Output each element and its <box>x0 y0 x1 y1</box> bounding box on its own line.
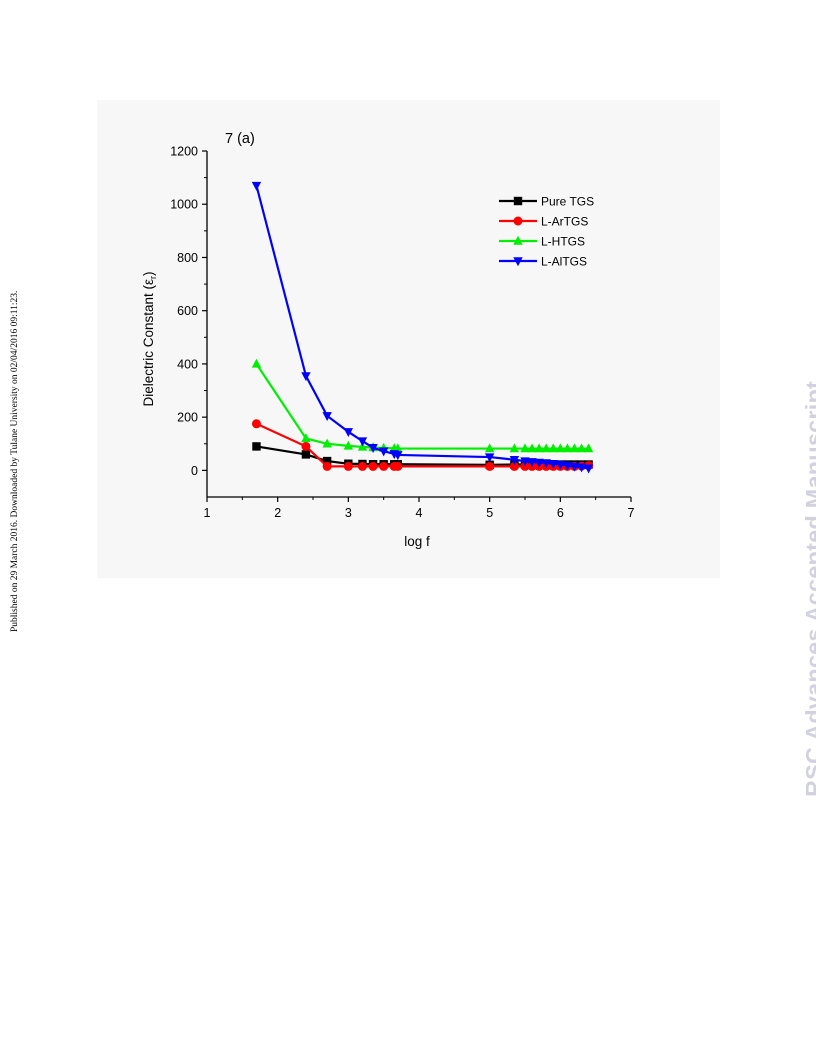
data-point <box>527 443 537 453</box>
publication-note-text: Published on 29 March 2016. Downloaded b… <box>10 290 20 632</box>
data-point <box>322 461 332 471</box>
data-point <box>378 447 389 457</box>
data-point <box>484 443 495 453</box>
x-axis-title: log f <box>404 534 430 549</box>
legend-label: L-HTGS <box>541 235 585 249</box>
data-point <box>513 216 523 226</box>
data-point <box>322 456 332 466</box>
data-point <box>509 443 520 453</box>
data-point <box>251 181 262 191</box>
data-point <box>301 372 311 382</box>
data-point <box>301 450 311 459</box>
y-tick-label: 200 <box>177 411 198 425</box>
x-tick-label: 3 <box>345 506 352 520</box>
dielectric-chart: 0 200 400 600 800 1000 1200 1 2 3 4 5 6 7 Pure TGS L-A… <box>97 100 720 578</box>
y-tick-label: 800 <box>177 251 198 265</box>
data-point <box>534 443 544 453</box>
series-l-htgs <box>251 358 594 453</box>
publication-note: Published on 29 March 2016. Downloaded b… <box>6 250 20 650</box>
data-point <box>562 443 573 453</box>
data-point <box>541 459 551 469</box>
data-point <box>301 433 311 443</box>
y-tick-label: 0 <box>191 464 198 478</box>
y-tick-label: 1200 <box>170 145 198 159</box>
data-point <box>322 412 332 422</box>
y-tick-label: 1000 <box>170 198 198 212</box>
x-tick-label: 7 <box>628 506 635 520</box>
data-point <box>393 461 403 471</box>
legend-item: L-HTGS <box>499 235 585 249</box>
x-tick-label: 6 <box>557 506 564 520</box>
y-tick-label: 600 <box>177 304 198 318</box>
data-point <box>252 442 261 451</box>
watermark-text: RSC Advances Accepted Manuscript <box>801 380 816 797</box>
data-point <box>368 444 378 453</box>
data-point <box>485 461 495 471</box>
data-point <box>251 358 262 368</box>
data-point <box>343 461 353 471</box>
data-point <box>583 443 594 453</box>
y-axis-title-main: Dielectric Constant (ε <box>141 279 156 407</box>
y-axis-title-subscript: r <box>148 276 158 279</box>
data-point <box>548 460 558 469</box>
data-point <box>576 463 587 473</box>
data-point <box>555 460 566 470</box>
data-point <box>513 196 523 206</box>
data-point <box>513 257 523 267</box>
data-point <box>484 453 495 463</box>
x-tick-label: 5 <box>486 506 493 520</box>
legend-label: L-AlTGS <box>541 255 587 269</box>
figure-background <box>97 100 720 578</box>
panel-label: 7 (a) <box>225 131 255 147</box>
data-point <box>379 461 389 471</box>
data-point <box>520 461 530 471</box>
data-point <box>393 443 403 453</box>
data-point <box>322 438 332 448</box>
data-point <box>569 443 580 453</box>
data-point <box>527 458 537 468</box>
data-point <box>583 464 594 474</box>
legend-label: L-ArTGS <box>541 215 588 229</box>
data-point <box>569 462 580 472</box>
journal-watermark: RSC Advances Accepted Manuscript <box>770 255 816 800</box>
data-point <box>562 461 573 471</box>
data-point <box>555 443 566 453</box>
figure-panel: 0 200 400 600 800 1000 1200 1 2 3 4 5 6 7 Pure TGS L-A… <box>97 100 720 578</box>
data-point <box>548 443 558 453</box>
data-point <box>534 458 544 468</box>
data-point <box>357 437 368 447</box>
x-tick-label: 2 <box>274 506 281 520</box>
legend-item: L-ArTGS <box>499 215 588 229</box>
data-point <box>343 440 354 450</box>
data-point <box>520 457 530 467</box>
data-point <box>509 461 519 471</box>
data-point <box>513 235 523 245</box>
data-point <box>343 428 354 437</box>
data-point <box>509 456 520 465</box>
legend-item: Pure TGS <box>499 195 594 209</box>
data-point <box>368 461 378 471</box>
data-point <box>393 451 403 461</box>
x-tick-label: 4 <box>416 506 423 520</box>
legend-label: Pure TGS <box>541 195 594 209</box>
data-point <box>541 443 551 453</box>
legend-item: L-AlTGS <box>499 255 587 269</box>
data-point <box>520 443 530 453</box>
data-point <box>301 441 311 451</box>
data-point <box>576 443 587 453</box>
y-axis-title: Dielectric Constant (εr) <box>141 271 158 406</box>
x-tick-label: 1 <box>204 506 211 520</box>
series-l-altgs <box>251 181 594 474</box>
data-point <box>357 461 367 471</box>
y-axis-title-close: ) <box>141 271 156 276</box>
data-point <box>251 419 261 429</box>
y-tick-label: 400 <box>177 357 198 371</box>
